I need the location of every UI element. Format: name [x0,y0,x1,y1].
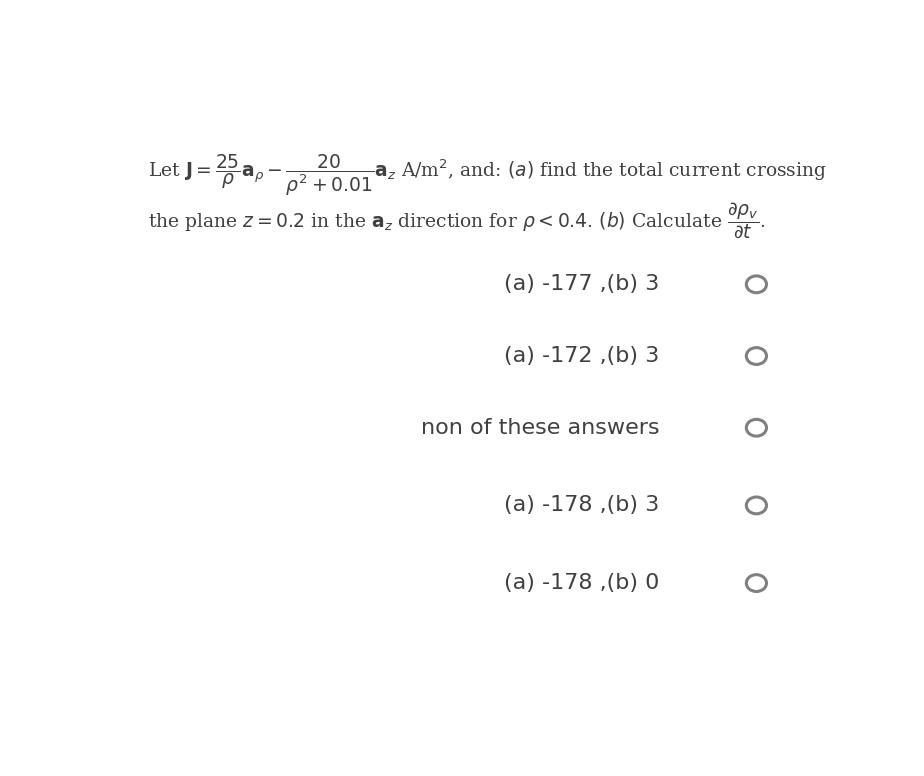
Text: (a) -178 ,(b) 3: (a) -178 ,(b) 3 [505,495,660,515]
Text: Let $\mathbf{J} = \dfrac{25}{\rho}\mathbf{a}_{\rho} - \dfrac{20}{\rho^2 + 0.01}\: Let $\mathbf{J} = \dfrac{25}{\rho}\mathb… [148,153,827,198]
Text: (a) -177 ,(b) 3: (a) -177 ,(b) 3 [505,275,660,294]
Text: (a) -172 ,(b) 3: (a) -172 ,(b) 3 [505,346,660,366]
Text: non of these answers: non of these answers [421,417,660,438]
Text: the plane $z = 0.2$ in the $\mathbf{a}_z$ direction for $\rho < 0.4$. $(b)$ Calc: the plane $z = 0.2$ in the $\mathbf{a}_z… [148,201,765,241]
Text: (a) -178 ,(b) 0: (a) -178 ,(b) 0 [505,573,660,593]
